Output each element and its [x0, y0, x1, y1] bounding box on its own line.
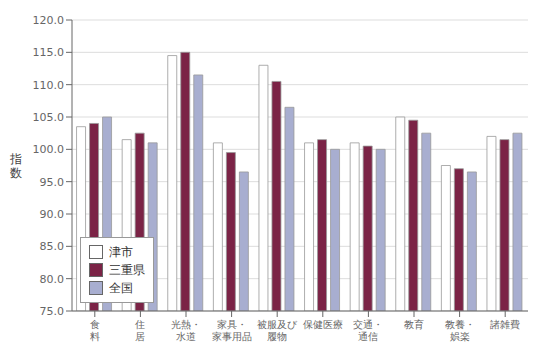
- svg-text:100.0: 100.0: [33, 143, 65, 156]
- svg-text:90.0: 90.0: [40, 208, 65, 221]
- html-text:三重県: 三重県: [109, 263, 145, 277]
- svg-text:保健医療: 保健医療: [303, 319, 343, 330]
- svg-text:教育: 教育: [404, 319, 424, 330]
- svg-text:光熱・水道: 光熱・水道: [171, 319, 201, 342]
- svg-text:食料: 食料: [90, 319, 100, 342]
- svg-text:80.0: 80.0: [40, 273, 65, 286]
- svg-text:指数: 指数: [9, 151, 22, 179]
- html-text:津市: 津市: [109, 245, 133, 259]
- svg-text:110.0: 110.0: [33, 79, 65, 92]
- svg-text:85.0: 85.0: [40, 240, 65, 253]
- html-text:全国: 全国: [109, 281, 133, 295]
- svg-text:家具・家事用品: 家具・家事用品: [212, 319, 252, 342]
- svg-text:95.0: 95.0: [40, 176, 65, 189]
- svg-text:105.0: 105.0: [33, 111, 65, 124]
- svg-text:住居: 住居: [135, 319, 145, 342]
- svg-text:115.0: 115.0: [33, 46, 65, 59]
- svg-text:被服及び履物: 被服及び履物: [257, 319, 298, 342]
- svg-text:交通・通信: 交通・通信: [353, 319, 383, 342]
- svg-text:120.0: 120.0: [33, 14, 65, 27]
- svg-text:75.0: 75.0: [40, 305, 65, 318]
- svg-text:教養・娯楽: 教養・娯楽: [445, 319, 475, 342]
- svg-text:諸雑費: 諸雑費: [490, 319, 520, 330]
